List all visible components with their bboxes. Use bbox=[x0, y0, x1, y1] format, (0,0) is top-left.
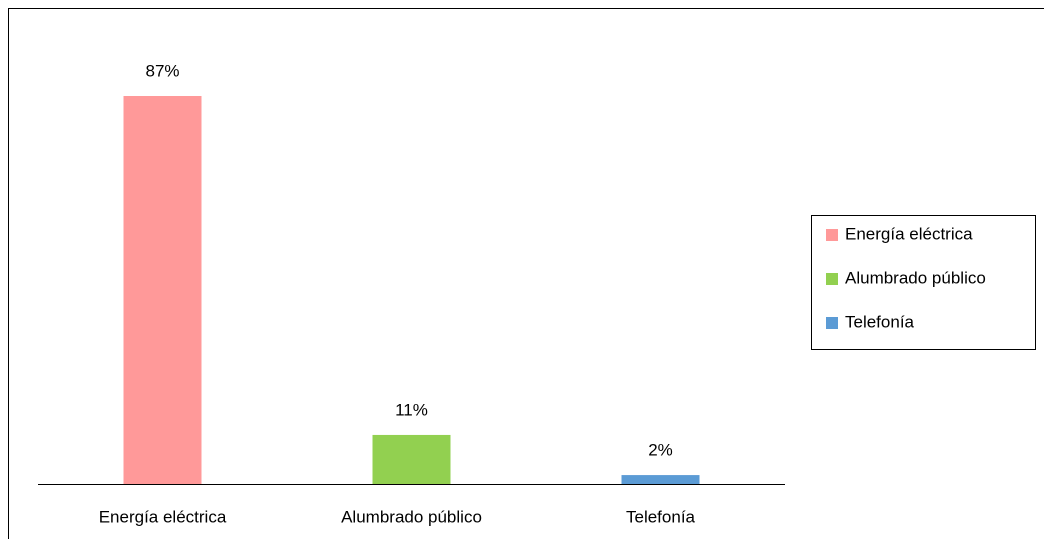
legend-box bbox=[811, 215, 1036, 350]
x-tick-label: Telefonía bbox=[626, 507, 696, 526]
value-label: 11% bbox=[395, 400, 428, 419]
legend-label: Alumbrado público bbox=[845, 268, 986, 287]
bar bbox=[621, 475, 700, 484]
legend-label: Telefonía bbox=[845, 312, 915, 331]
value-label: 2% bbox=[648, 441, 673, 460]
legend-label: Energía eléctrica bbox=[845, 224, 973, 243]
legend-swatch bbox=[826, 229, 838, 241]
bar bbox=[372, 434, 451, 484]
legend-swatch bbox=[826, 317, 838, 329]
legend-swatch bbox=[826, 273, 838, 285]
x-tick-label: Alumbrado público bbox=[341, 507, 482, 526]
x-tick-label: Energía eléctrica bbox=[99, 507, 227, 526]
value-label: 87% bbox=[145, 61, 179, 80]
bar bbox=[123, 96, 202, 484]
